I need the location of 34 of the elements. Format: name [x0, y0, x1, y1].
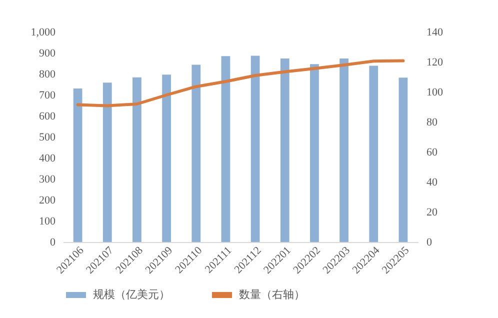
- y-tick-label: 700: [39, 90, 56, 102]
- bar: [369, 66, 378, 242]
- y-tick-label: 500: [39, 132, 56, 144]
- bar: [132, 77, 142, 242]
- bar: [73, 88, 82, 242]
- bar: [162, 74, 171, 242]
- line-series: [76, 59, 405, 108]
- y-tick-label: 0: [50, 236, 56, 248]
- y2-tick-label: 60: [426, 146, 438, 158]
- bar: [221, 56, 230, 242]
- y2-tick-label: 120: [426, 56, 444, 68]
- y-tick-label: 400: [39, 152, 56, 164]
- bar: [340, 58, 348, 242]
- bar: [280, 58, 290, 242]
- y-tick-label: 200: [39, 194, 56, 206]
- y2-tick-label: 40: [426, 176, 438, 188]
- legend-label: 数量（右轴）: [239, 288, 305, 301]
- y2-tick-label: 100: [426, 86, 444, 98]
- y-tick-label: 100: [39, 216, 56, 228]
- bar: [250, 56, 260, 242]
- y-tick-label: 300: [39, 174, 56, 186]
- bar: [192, 64, 201, 242]
- y-tick-label: 800: [39, 68, 56, 80]
- legend-label: 规模（亿美元）: [93, 288, 170, 301]
- y-tick-label: 1,000: [30, 26, 56, 38]
- bar: [398, 78, 408, 242]
- y2-tick-label: 140: [426, 26, 444, 38]
- y2-tick-label: 20: [426, 206, 438, 218]
- y-tick-label: 600: [39, 110, 56, 122]
- bar: [102, 82, 112, 242]
- bar: [310, 64, 319, 242]
- y2-tick-label: 80: [426, 116, 438, 128]
- y2-tick-label: 0: [426, 236, 432, 248]
- y-tick-label: 900: [39, 48, 56, 60]
